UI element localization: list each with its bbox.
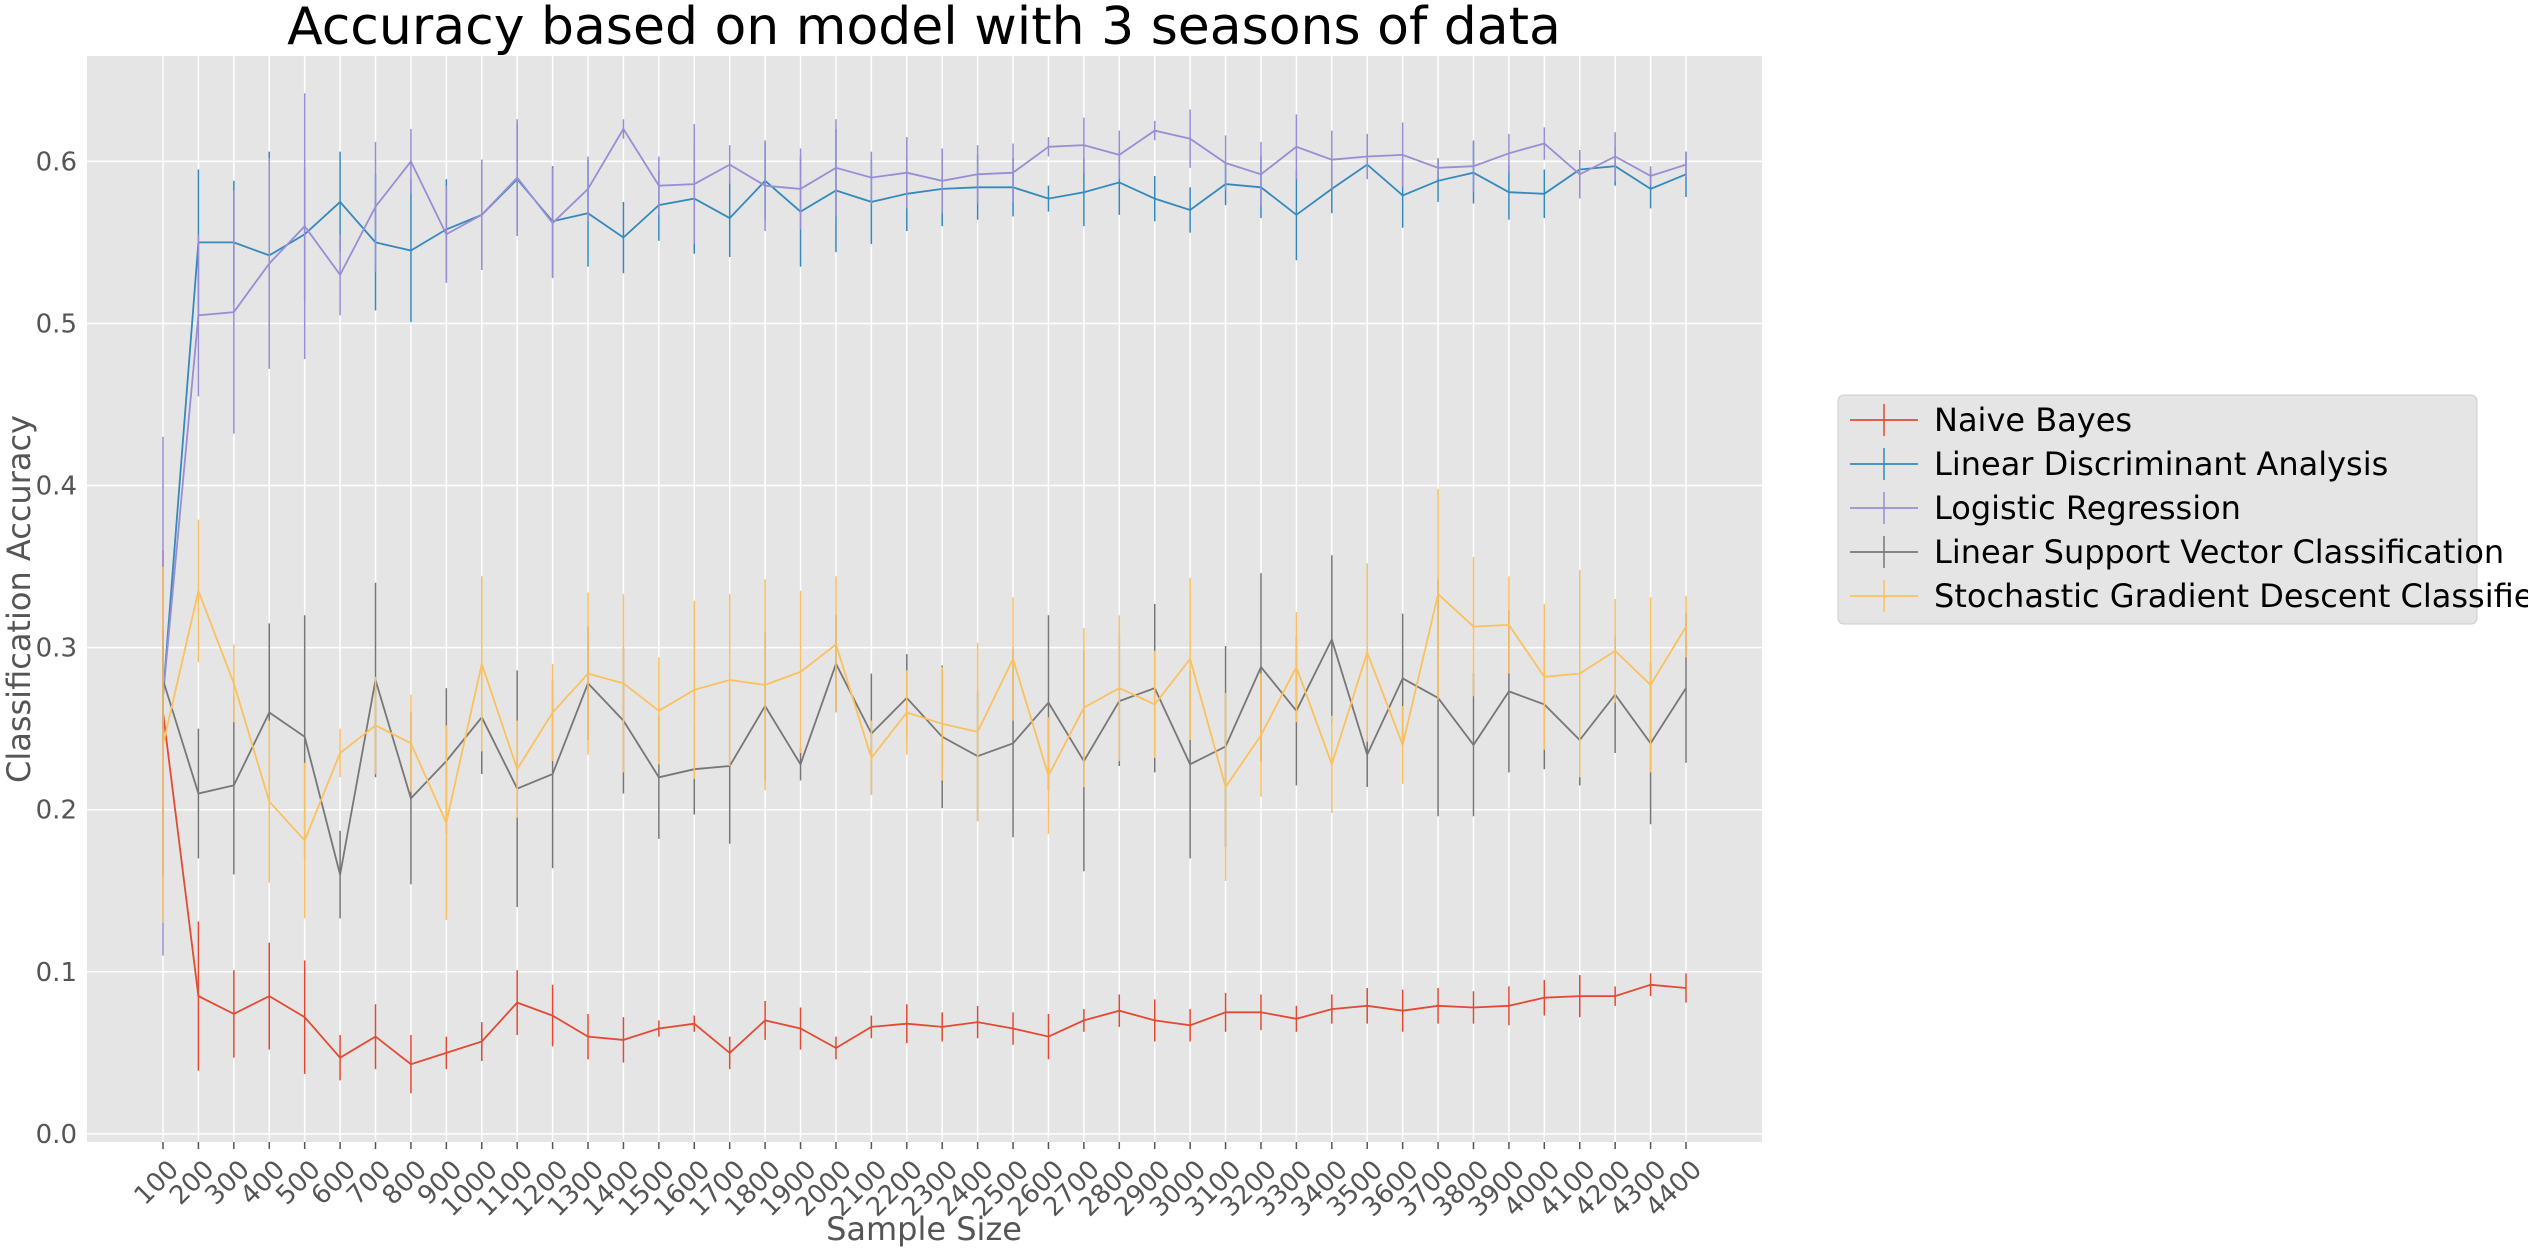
series-group bbox=[162, 93, 1687, 1094]
plot-background bbox=[87, 56, 1762, 1142]
x-axis-label: Sample Size bbox=[826, 1210, 1022, 1248]
legend-item: Naive Bayes bbox=[1850, 401, 2132, 439]
chart-title: Accuracy based on model with 3 seasons o… bbox=[287, 0, 1561, 57]
y-axis-label: Classification Accuracy bbox=[0, 415, 38, 783]
y-tick-label: 0.4 bbox=[36, 472, 77, 502]
series-4 bbox=[162, 488, 1687, 924]
legend-label: Stochastic Gradient Descent Classifier bbox=[1934, 577, 2528, 615]
legend-item: Stochastic Gradient Descent Classifier bbox=[1850, 577, 2528, 615]
series-line bbox=[162, 587, 1687, 843]
y-tick-label: 0.2 bbox=[36, 796, 77, 826]
y-tick-label: 0.3 bbox=[36, 634, 77, 664]
legend: Naive Bayes Linear Discriminant Analysis L… bbox=[1837, 394, 2528, 625]
legend-label: Logistic Regression bbox=[1934, 489, 2241, 527]
y-axis-ticks: 0.0 0.1 0.2 0.3 0.4 0.5 0.6 bbox=[36, 147, 77, 1150]
series-0 bbox=[162, 550, 1687, 1094]
y-tick-label: 0.6 bbox=[36, 147, 77, 177]
y-tick-label: 0.5 bbox=[36, 309, 77, 339]
legend-item: Logistic Regression bbox=[1850, 489, 2241, 527]
series-line bbox=[162, 712, 1687, 1066]
legend-item: Linear Support Vector Classification bbox=[1850, 533, 2504, 571]
series-line bbox=[162, 127, 1687, 697]
legend-item: Linear Discriminant Analysis bbox=[1850, 445, 2388, 483]
legend-label: Linear Discriminant Analysis bbox=[1934, 445, 2388, 483]
series-line bbox=[162, 163, 1687, 697]
y-tick-label: 0.0 bbox=[36, 1120, 77, 1150]
legend-box bbox=[1837, 394, 2478, 625]
legend-label: Linear Support Vector Classification bbox=[1934, 533, 2504, 571]
y-tick-label: 0.1 bbox=[36, 958, 77, 988]
legend-label: Naive Bayes bbox=[1934, 401, 2132, 439]
